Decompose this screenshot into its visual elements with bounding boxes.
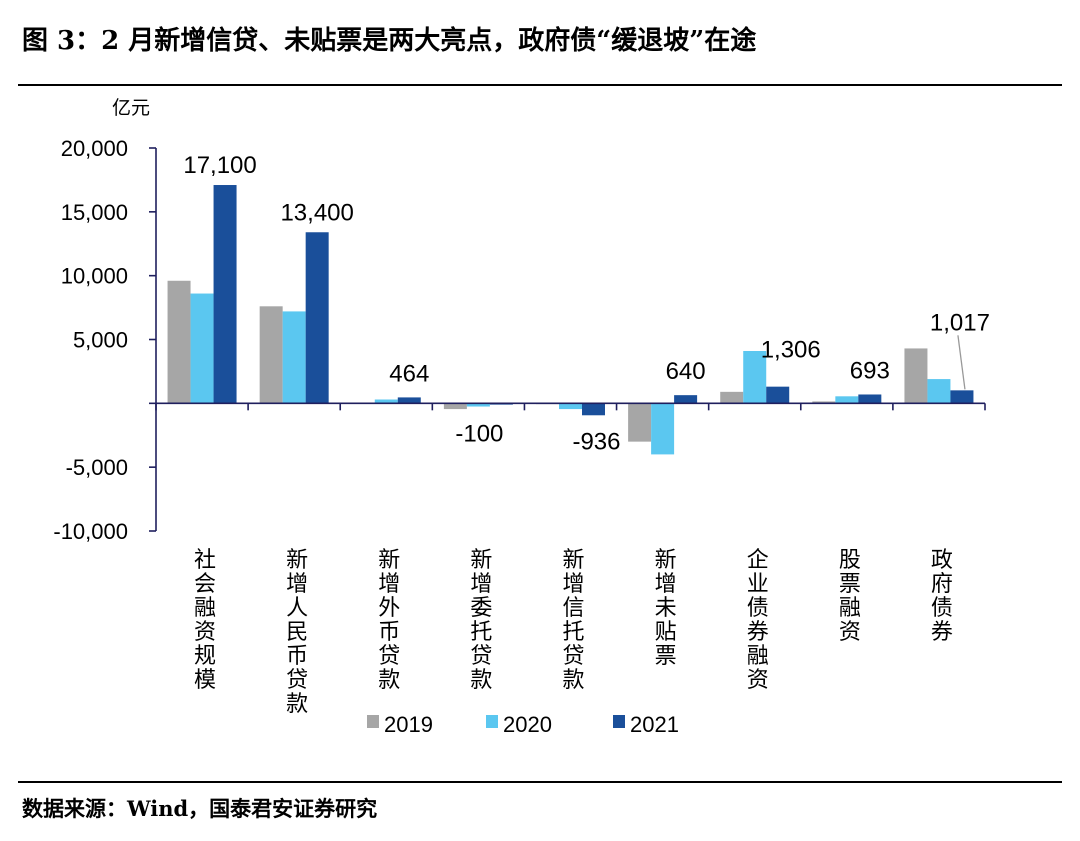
category-label: 社会融资规模 xyxy=(194,548,216,693)
figure-title: 图 3：2 月新增信贷、未贴票是两大亮点，政府债“缓退坡”在途 xyxy=(22,26,757,56)
category-label: 新增外币贷款 xyxy=(378,548,400,693)
data-label: 17,100 xyxy=(183,152,256,179)
legend-label: 2019 xyxy=(384,712,433,737)
bar-2019 xyxy=(904,348,928,404)
bar-2020 xyxy=(374,399,398,404)
bar-2019 xyxy=(443,403,467,410)
bar-2019 xyxy=(259,306,283,404)
bar-2020 xyxy=(559,403,582,410)
category-label: 新增人民币贷款 xyxy=(286,548,308,717)
y-tick-label: 5,000 xyxy=(73,328,128,353)
bar-2019 xyxy=(628,403,652,442)
data-label: 464 xyxy=(389,360,429,387)
bar-2020 xyxy=(835,396,859,404)
legend-label: 2021 xyxy=(630,712,679,737)
category-label: 政府债券 xyxy=(931,548,953,645)
legend-swatch-2021 xyxy=(613,715,625,728)
category-label: 股票融资 xyxy=(839,548,861,645)
bar-2021 xyxy=(766,386,790,404)
bar-2019 xyxy=(720,391,744,404)
bar-2020 xyxy=(190,293,214,404)
y-tick-label: 10,000 xyxy=(61,264,128,289)
bar-2021 xyxy=(858,394,882,404)
bar-2020 xyxy=(282,311,306,404)
bar-2020 xyxy=(743,350,767,404)
bar-2019 xyxy=(167,280,191,404)
bar-2021 xyxy=(582,403,605,416)
category-label: 企业债券融资 xyxy=(747,548,769,693)
data-label: 13,400 xyxy=(280,199,353,226)
bar-2021 xyxy=(305,232,329,404)
data-label: 693 xyxy=(850,357,890,384)
legend-label: 2020 xyxy=(503,712,552,737)
data-label: 1,017 xyxy=(930,309,990,336)
data-label-leader-line xyxy=(957,335,966,390)
bar-2021 xyxy=(213,185,237,404)
data-label: -936 xyxy=(572,428,620,455)
y-tick-label: 20,000 xyxy=(61,136,128,161)
chart-canvas: 亿元 20,000 15,000 10,000 5,000 -5,000 -10,000 社会… xyxy=(53,97,990,737)
footer-rule xyxy=(18,781,1062,783)
category-label: 新增信托贷款 xyxy=(562,548,584,693)
legend-swatch-2020 xyxy=(486,715,498,728)
y-axis-unit-label: 亿元 xyxy=(112,97,150,119)
y-tick-label: -10,000 xyxy=(53,519,128,544)
data-label: 1,306 xyxy=(761,337,821,364)
y-tick-label: 15,000 xyxy=(61,200,128,225)
category-label: 新增委托贷款 xyxy=(470,548,492,693)
title-rule xyxy=(18,84,1062,86)
bar-2019 xyxy=(812,401,836,404)
data-label: 640 xyxy=(666,358,706,385)
source-note: 数据来源：Wind，国泰君安证券研究 xyxy=(22,796,378,821)
bar-2021 xyxy=(397,397,421,404)
category-label: 新增未贴票 xyxy=(655,548,677,669)
bar-2020 xyxy=(466,403,490,407)
legend-swatch-2019 xyxy=(367,715,379,728)
data-label: -100 xyxy=(455,420,503,447)
bar-2020 xyxy=(927,379,951,404)
bar-2021 xyxy=(950,390,974,404)
bar-2021 xyxy=(674,395,698,404)
bar-2020 xyxy=(651,403,675,455)
y-tick-label: -5,000 xyxy=(66,455,128,480)
